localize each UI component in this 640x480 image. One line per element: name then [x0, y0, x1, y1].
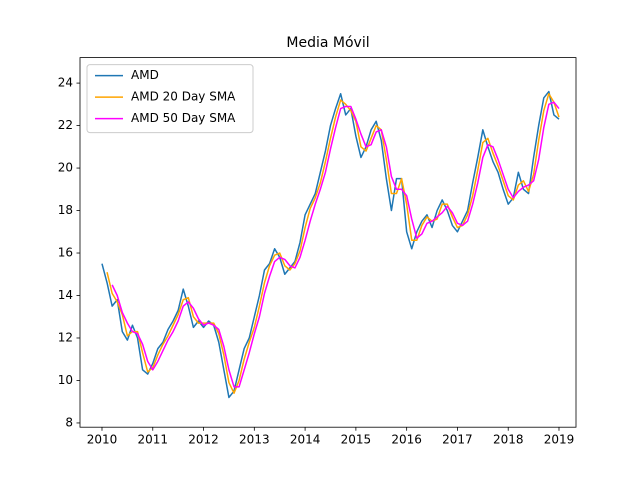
series-line	[111, 101, 560, 388]
series-line	[106, 92, 560, 394]
y-tick-label: 24	[58, 76, 73, 90]
x-tick-label: 2014	[290, 433, 321, 447]
x-tick-label: 2011	[137, 433, 168, 447]
y-tick-label: 16	[58, 246, 73, 260]
x-tick-label: 2019	[544, 433, 575, 447]
y-tick-label: 20	[58, 161, 73, 175]
x-tick-label: 2015	[341, 433, 372, 447]
chart-title: Media Móvil	[286, 35, 369, 51]
legend-label: AMD	[131, 68, 159, 82]
x-tick-label: 2017	[442, 433, 473, 447]
y-tick-label: 10	[58, 373, 73, 387]
legend-label: AMD 20 Day SMA	[131, 90, 236, 104]
y-tick-label: 14	[58, 288, 73, 302]
legend: AMD AMD 20 Day SMA AMD 50 Day SMA	[86, 64, 254, 134]
x-tick-label: 2013	[239, 433, 270, 447]
x-tick-label: 2012	[188, 433, 219, 447]
x-tick-label: 2010	[87, 433, 118, 447]
y-tick-label: 8	[65, 415, 73, 429]
legend-label: AMD 50 Day SMA	[131, 111, 236, 125]
y-tick-label: 12	[58, 330, 73, 344]
y-tick-label: 18	[58, 203, 73, 217]
x-tick-label: 2018	[493, 433, 524, 447]
series-line	[101, 90, 560, 399]
plot-frame	[79, 57, 577, 428]
x-tick-label: 2016	[391, 433, 422, 447]
legend-box	[86, 64, 254, 134]
y-tick-label: 22	[58, 118, 73, 132]
